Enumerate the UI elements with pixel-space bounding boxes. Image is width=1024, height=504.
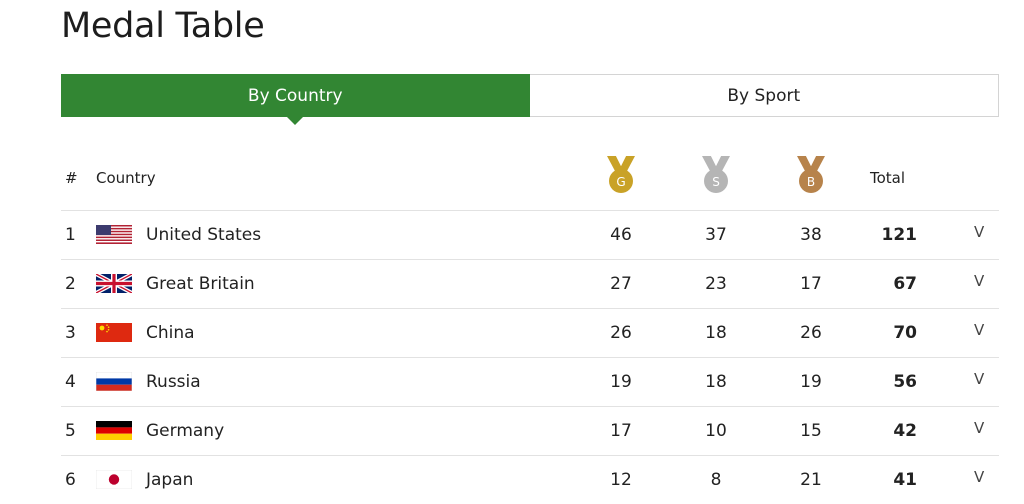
table-row[interactable]: 3 China 26 18 26 70 V: [61, 309, 999, 358]
silver-count: 37: [705, 225, 727, 245]
rank-cell: 1: [65, 225, 76, 245]
country-name[interactable]: China: [146, 323, 195, 343]
silver-medal-letter: S: [712, 175, 720, 189]
rank-cell: 4: [65, 372, 76, 392]
silver-count: 10: [705, 421, 727, 441]
table-row[interactable]: 2 Great Britain 27 23 17 67 V: [61, 260, 999, 309]
expand-chevron-icon[interactable]: V: [974, 223, 985, 241]
rank-cell: 6: [65, 470, 76, 490]
total-count: 70: [893, 323, 917, 343]
flag-chn-icon: [96, 323, 132, 342]
country-header: Country: [96, 169, 156, 187]
table-row[interactable]: 5 Germany 17 10 15 42 V: [61, 407, 999, 456]
country-name[interactable]: United States: [146, 225, 262, 245]
expand-chevron-icon[interactable]: V: [974, 419, 985, 437]
expand-chevron-icon[interactable]: V: [974, 272, 985, 290]
rank-cell: 2: [65, 274, 76, 294]
bronze-medal-icon: B: [797, 156, 825, 193]
bronze-medal-letter: B: [807, 175, 815, 189]
rank-cell: 5: [65, 421, 76, 441]
gold-count: 26: [610, 323, 632, 343]
silver-count: 8: [710, 470, 722, 490]
table-header: # Country G S B Total: [61, 150, 999, 211]
expand-chevron-icon[interactable]: V: [974, 468, 985, 486]
bronze-count: 17: [800, 274, 822, 294]
bronze-count: 26: [800, 323, 822, 343]
country-name[interactable]: Japan: [146, 470, 194, 490]
table-row[interactable]: 6 Japan 12 8 21 41 V: [61, 456, 999, 504]
flag-usa-icon: [96, 225, 132, 244]
gold-count: 19: [610, 372, 632, 392]
tab-by-country[interactable]: By Country: [61, 74, 530, 125]
total-header: Total: [870, 169, 906, 187]
country-name[interactable]: Germany: [146, 421, 225, 441]
rank-cell: 3: [65, 323, 76, 343]
bronze-count: 38: [800, 225, 822, 245]
total-count: 67: [893, 274, 917, 294]
gold-count: 17: [610, 421, 632, 441]
bronze-count: 21: [800, 470, 822, 490]
silver-count: 23: [705, 274, 727, 294]
total-count: 56: [893, 372, 917, 392]
country-name[interactable]: Russia: [146, 372, 201, 392]
expand-chevron-icon[interactable]: V: [974, 321, 985, 339]
flag-jpn-icon: [96, 470, 132, 489]
gold-count: 27: [610, 274, 632, 294]
silver-count: 18: [705, 372, 727, 392]
page-title: Medal Table: [61, 6, 265, 46]
view-tabs: By Country By Sport: [61, 74, 999, 125]
bronze-count: 15: [800, 421, 822, 441]
gold-count: 12: [610, 470, 632, 490]
silver-medal-icon: S: [702, 156, 730, 193]
bronze-count: 19: [800, 372, 822, 392]
gold-medal-icon: G: [607, 156, 635, 193]
flag-rus-icon: [96, 372, 132, 391]
flag-gbr-icon: [96, 274, 132, 293]
total-count: 41: [893, 470, 917, 490]
gold-medal-letter: G: [616, 175, 625, 189]
table-row[interactable]: 1 United States 46 37 38 121 V: [61, 211, 999, 260]
flag-ger-icon: [96, 421, 132, 440]
rank-header: #: [65, 169, 78, 187]
country-name[interactable]: Great Britain: [146, 274, 255, 294]
gold-count: 46: [610, 225, 632, 245]
expand-chevron-icon[interactable]: V: [974, 370, 985, 388]
total-count: 42: [893, 421, 917, 441]
total-count: 121: [881, 225, 918, 245]
tab-by-sport[interactable]: By Sport: [529, 74, 999, 117]
table-row[interactable]: 4 Russia 19 18 19 56 V: [61, 358, 999, 407]
silver-count: 18: [705, 323, 727, 343]
